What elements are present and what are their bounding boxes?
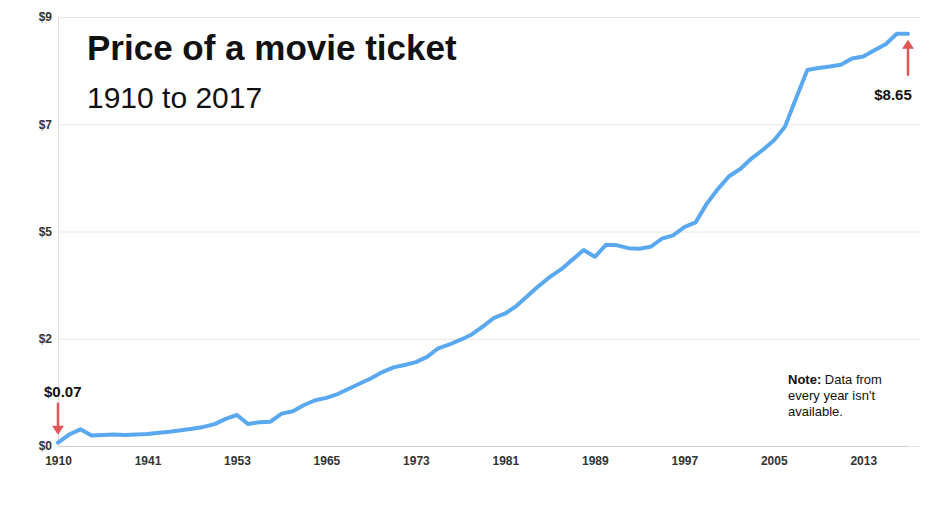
grid-line (58, 339, 920, 340)
price-line (58, 34, 908, 443)
annotation-arrow (902, 40, 914, 76)
x-tick: 2013 (850, 446, 877, 468)
arrow-shaft (907, 47, 910, 76)
y-tick-label: $9 (39, 10, 53, 24)
x-tick: 1973 (403, 446, 430, 468)
subtitle: 1910 to 2017 (87, 81, 262, 114)
grid-line (58, 232, 920, 233)
grid-line (58, 17, 920, 18)
x-axis-line (59, 446, 909, 447)
x-tick-label: 1981 (493, 454, 520, 468)
x-tick-label: 2005 (761, 454, 788, 468)
y-tick-label: $5 (39, 225, 53, 239)
grid-line (58, 446, 920, 447)
y-tick: $5 (39, 225, 920, 239)
annotation: $0.07 (44, 383, 82, 400)
arrow-head (52, 426, 64, 435)
y-axis-line (59, 18, 921, 447)
title: Price of a movie ticket (87, 28, 457, 67)
x-tick-label: 2013 (850, 454, 877, 468)
arrow-shaft (57, 403, 60, 428)
x-tick-label: 1953 (224, 454, 251, 468)
x-tick: 1965 (314, 446, 341, 468)
x-tick: 1941 (135, 446, 162, 468)
x-tick: 1910 (45, 446, 72, 468)
grid-line (58, 124, 920, 125)
y-tick: $0 (39, 439, 920, 453)
y-tick-label: $2 (39, 332, 53, 346)
x-tick-label: 1997 (671, 454, 698, 468)
x-axis: 1910 1941 1953 1965 1973 1981 1989 1997 2005 2013 (45, 446, 908, 468)
x-tick: 1997 (671, 446, 698, 468)
y-tick-label: $7 (39, 118, 53, 132)
x-tick-label: 1989 (582, 454, 609, 468)
y-tick-label: $0 (39, 439, 53, 453)
chart: $0$2$5$7$9191019411953196519731981198919… (0, 0, 931, 506)
arrow-head (902, 40, 914, 49)
x-tick-label: 1973 (403, 454, 430, 468)
x-tick-label: 1941 (135, 454, 162, 468)
x-tick: 2005 (761, 446, 788, 468)
x-tick-label: 1910 (45, 454, 72, 468)
x-tick: 1989 (582, 446, 609, 468)
x-tick: 1953 (224, 446, 251, 468)
annotation: $8.65 (874, 86, 912, 103)
y-tick: $9 (39, 10, 920, 24)
note-label: Note: (788, 372, 821, 387)
y-axis: $0 $2 $5 $7 $9 (39, 10, 920, 453)
plot-area (58, 34, 908, 443)
x-tick-label: 1965 (314, 454, 341, 468)
x-tick: 1981 (493, 446, 520, 468)
note: Note: Data from every year isn't availab… (782, 368, 916, 424)
y-tick: $2 (39, 332, 920, 346)
annotation-arrow (52, 403, 64, 435)
